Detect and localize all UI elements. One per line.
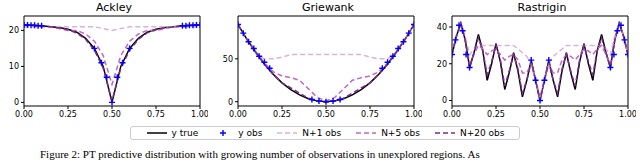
svg-text:0.00: 0.00: [443, 110, 461, 119]
html-text:N+20 obs: N+20 obs: [459, 128, 505, 138]
svg-text:0.75: 0.75: [361, 110, 379, 119]
html-text:Rastrigin: Rastrigin: [517, 1, 567, 14]
html-text:N+5 obs: N+5 obs: [381, 128, 420, 138]
svg-text:20: 20: [9, 26, 19, 35]
svg-text:40: 40: [437, 23, 447, 32]
svg-text:50: 50: [223, 55, 233, 64]
svg-text:0.50: 0.50: [103, 110, 121, 119]
svg-text:10: 10: [9, 62, 19, 71]
svg-text:0.25: 0.25: [487, 110, 505, 119]
svg-text:20: 20: [437, 60, 447, 69]
svg-text:0: 0: [228, 98, 233, 107]
html-text:Griewank: Griewank: [302, 1, 354, 14]
svg-text:0.75: 0.75: [575, 110, 593, 119]
svg-text:0.50: 0.50: [531, 110, 549, 119]
html-text:y obs: y obs: [238, 128, 263, 138]
html-text:y true: y true: [171, 128, 199, 138]
svg-text:0.50: 0.50: [317, 110, 335, 119]
svg-text:0: 0: [442, 96, 447, 105]
html-text:N+1 obs: N+1 obs: [302, 128, 342, 138]
svg-text:0.75: 0.75: [147, 110, 165, 119]
svg-text:0.00: 0.00: [15, 110, 33, 119]
html-text:Ackley: Ackley: [96, 1, 132, 14]
svg-text:1.00: 1.00: [191, 110, 208, 119]
svg-text:0.00: 0.00: [229, 110, 247, 119]
svg-text:0.25: 0.25: [273, 110, 291, 119]
svg-text:0.25: 0.25: [59, 110, 77, 119]
html-text:Figure 2: PT predictive distri: Figure 2: PT predictive distribution wit…: [40, 148, 480, 160]
svg-text:1.00: 1.00: [619, 110, 632, 119]
svg-text:1.00: 1.00: [405, 110, 422, 119]
svg-text:0: 0: [14, 98, 19, 107]
